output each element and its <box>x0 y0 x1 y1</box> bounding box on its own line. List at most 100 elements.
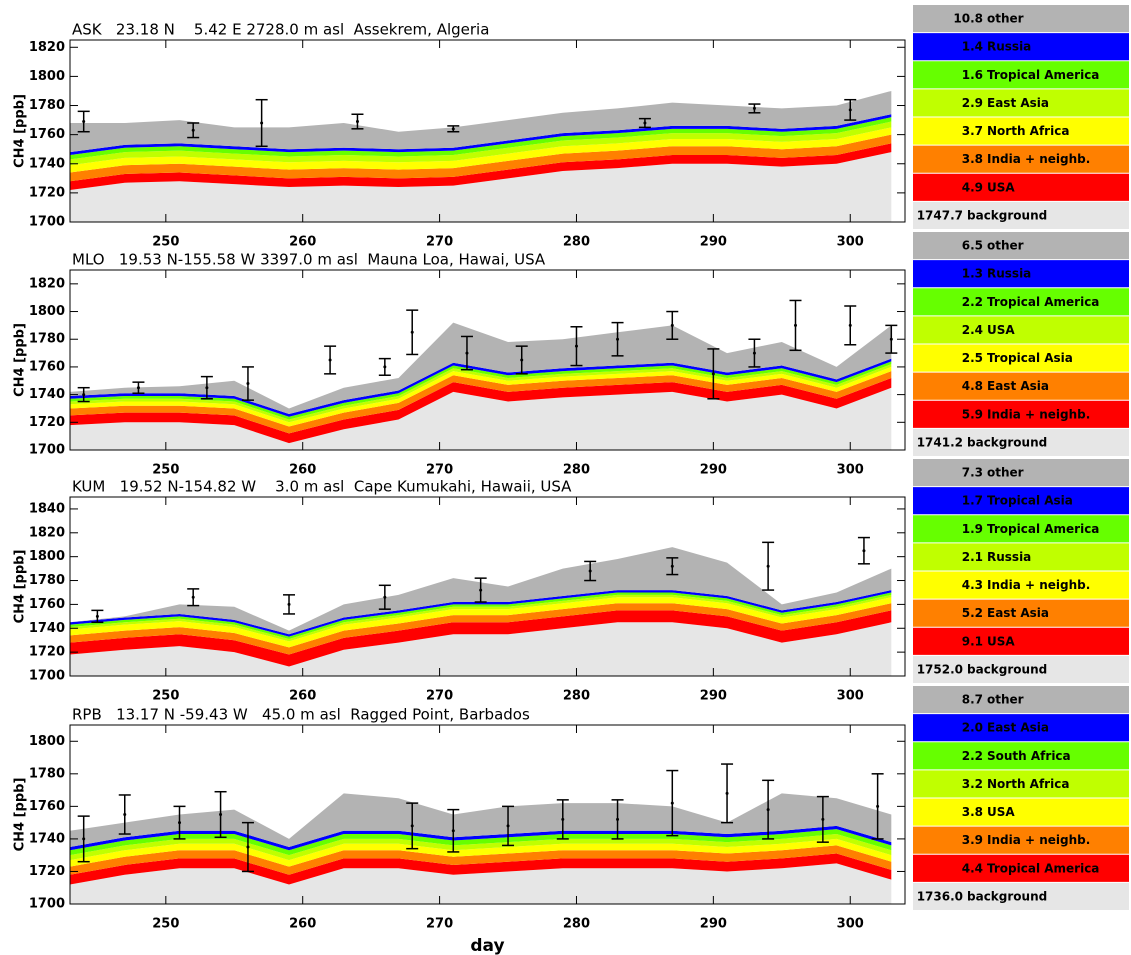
obs-point <box>287 602 291 606</box>
legend-name: USA <box>987 323 1015 337</box>
y-tick-label: 1820 <box>29 276 65 291</box>
y-tick-label: 1700 <box>29 215 65 230</box>
stacked-area <box>70 793 892 848</box>
legend-name: East Asia <box>987 606 1049 620</box>
legend-value: 1.4 <box>962 40 983 54</box>
legend-swatch <box>913 5 1129 33</box>
panel-title: ASK 23.18 N 5.42 E 2728.0 m asl Assekrem… <box>72 21 489 39</box>
obs-point <box>191 595 195 599</box>
y-tick-label: 1720 <box>29 645 65 660</box>
legend-value: 3.9 <box>962 833 983 847</box>
x-tick-label: 270 <box>426 917 453 932</box>
legend-name: North Africa <box>987 124 1069 138</box>
obs-point <box>574 344 578 348</box>
legend-value: 5.9 <box>962 407 983 421</box>
stacked-area <box>70 366 892 427</box>
obs-point <box>383 365 387 369</box>
legend-swatch <box>913 854 1129 882</box>
legend-value: 3.7 <box>962 124 983 138</box>
legend-value: 8.7 <box>962 693 983 707</box>
legend-name: Tropical America <box>987 68 1099 82</box>
legend-swatch <box>913 543 1129 571</box>
legend-value: 2.5 <box>962 351 983 365</box>
stacked-area <box>70 825 892 851</box>
legend-name: USA <box>987 180 1015 194</box>
y-tick-label: 1800 <box>29 549 65 564</box>
obs-point <box>82 120 86 124</box>
obs-point <box>82 393 86 397</box>
legend-name: South Africa <box>987 749 1071 763</box>
panel-title: KUM 19.52 N-154.82 W 3.0 m asl Cape Kumu… <box>72 478 572 496</box>
y-tick-label: 1740 <box>29 156 65 171</box>
legend-swatch <box>913 145 1129 173</box>
obs-point <box>848 108 852 112</box>
legend-name: other <box>987 693 1024 707</box>
x-tick-label: 260 <box>289 689 316 704</box>
obs-point <box>725 791 729 795</box>
legend-value: 2.1 <box>962 550 983 564</box>
stacked-area <box>70 121 892 166</box>
obs-point <box>670 564 674 568</box>
legend-name: other <box>987 239 1024 253</box>
legend-swatch <box>913 655 1129 683</box>
legend-name: Russia <box>987 267 1031 281</box>
obs-point <box>451 829 455 833</box>
legend-value: 9.1 <box>962 634 983 648</box>
legend-value: 4.9 <box>962 180 983 194</box>
stacked-area <box>70 361 892 420</box>
plot-area <box>70 90 892 222</box>
obs-point <box>862 549 866 553</box>
x-tick-label: 250 <box>152 235 179 250</box>
y-tick-label: 1740 <box>29 621 65 636</box>
legend-value: 2.2 <box>962 749 983 763</box>
obs-point <box>766 564 770 568</box>
legend-swatch <box>913 487 1129 515</box>
legend-swatch <box>913 627 1129 655</box>
y-tick-label: 1800 <box>29 734 65 749</box>
obs-point <box>123 813 127 816</box>
x-tick-label: 300 <box>837 689 864 704</box>
legend-name: Tropical Asia <box>987 494 1073 508</box>
y-tick-label: 1760 <box>29 799 65 814</box>
obs-point <box>588 569 592 573</box>
obs-point <box>793 323 797 327</box>
obs-point <box>561 817 565 821</box>
legend-swatch <box>913 260 1129 288</box>
legend-value: 10.8 <box>953 12 983 26</box>
obs-point <box>260 121 264 125</box>
obs-point <box>410 824 414 828</box>
legend-swatch <box>913 173 1129 201</box>
obs-point <box>821 817 825 821</box>
y-tick-label: 1740 <box>29 831 65 846</box>
y-tick-label: 1760 <box>29 597 65 612</box>
stacked-area <box>70 358 892 417</box>
x-tick-label: 290 <box>700 689 727 704</box>
y-tick-label: 1820 <box>29 525 65 540</box>
legend-value: 7.3 <box>962 466 983 480</box>
legend-swatch <box>913 316 1129 344</box>
stacked-area <box>70 364 892 423</box>
stacked-area <box>70 845 892 875</box>
stacked-area <box>70 378 892 444</box>
y-tick-label: 1740 <box>29 387 65 402</box>
legend-swatch <box>913 798 1129 826</box>
obs-point <box>752 106 756 110</box>
legend-swatch <box>913 882 1129 910</box>
obs-point <box>670 801 674 805</box>
y-tick-label: 1800 <box>29 69 65 84</box>
stacked-area <box>70 117 892 160</box>
legend-value: 1.7 <box>962 494 983 508</box>
axes-frame <box>69 39 906 223</box>
y-tick-label: 1780 <box>29 98 65 113</box>
y-tick-label: 1760 <box>29 359 65 374</box>
stacked-area <box>70 853 892 885</box>
obs-point <box>876 804 880 808</box>
y-tick-label: 1700 <box>29 669 65 684</box>
legend-value: 5.2 <box>962 606 983 620</box>
x-tick-label: 250 <box>152 917 179 932</box>
legend-value: 1736.0 <box>917 889 963 903</box>
obs-point <box>711 372 715 376</box>
y-tick-label: 1720 <box>29 415 65 430</box>
legend-name: Tropical America <box>987 295 1099 309</box>
